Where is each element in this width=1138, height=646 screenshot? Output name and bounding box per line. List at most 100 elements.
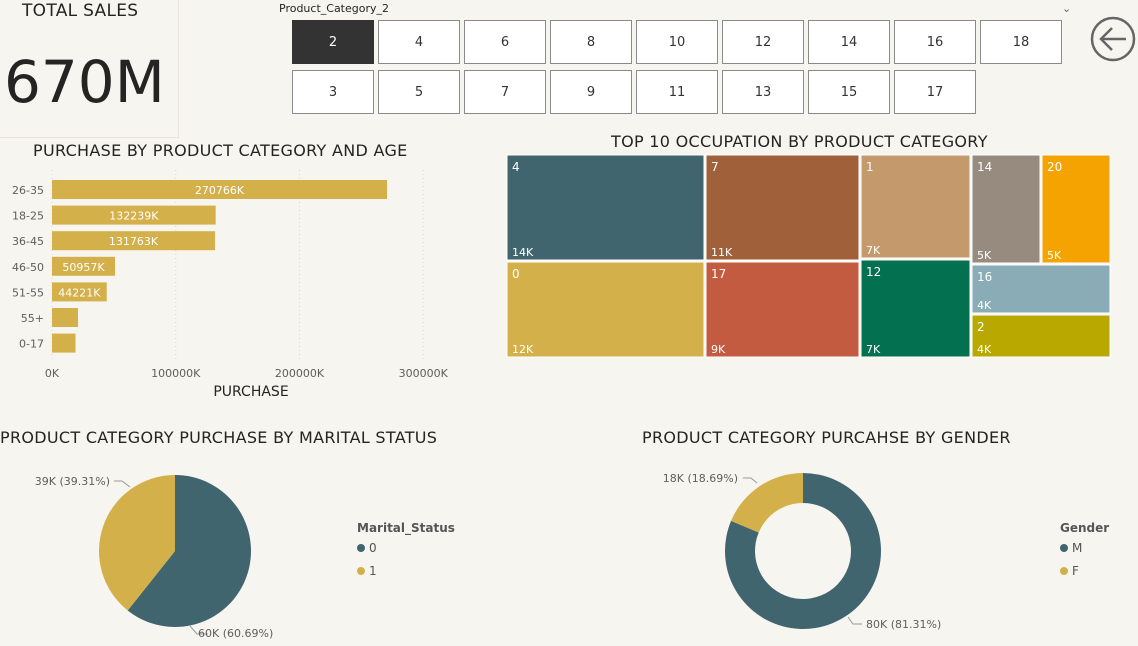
treemap-category-label: 2 bbox=[977, 320, 985, 334]
slicer-tile-14[interactable]: 14 bbox=[808, 20, 890, 64]
slice-data-label: 60K (60.69%) bbox=[198, 627, 273, 640]
marital-legend-title: Marital_Status bbox=[357, 521, 455, 535]
slicer-tile-5[interactable]: 5 bbox=[378, 70, 460, 114]
back-arrow-icon[interactable] bbox=[1090, 16, 1136, 62]
slicer-tile-2[interactable]: 2 bbox=[292, 20, 374, 64]
treemap-tile-14[interactable] bbox=[971, 154, 1041, 264]
treemap-tile-12[interactable] bbox=[860, 259, 971, 358]
treemap-category-label: 14 bbox=[977, 160, 992, 174]
legend-label: F bbox=[1072, 564, 1079, 578]
slicer-tile-8[interactable]: 8 bbox=[550, 20, 632, 64]
y-tick-label: 26-35 bbox=[12, 184, 44, 197]
x-tick-label: 100000K bbox=[151, 367, 201, 380]
slice-data-label: 80K (81.31%) bbox=[866, 618, 941, 631]
x-tick-label: 200000K bbox=[275, 367, 325, 380]
slicer-tile-16[interactable]: 16 bbox=[894, 20, 976, 64]
treemap-tile-16[interactable] bbox=[971, 264, 1111, 314]
slicer-tile-15[interactable]: 15 bbox=[808, 70, 890, 114]
legend-label: 1 bbox=[369, 564, 377, 578]
gender-legend-item-m[interactable]: M bbox=[1060, 541, 1082, 555]
y-tick-label: 18-25 bbox=[12, 210, 44, 223]
bar-data-label: 44221K bbox=[58, 286, 101, 299]
leader-line bbox=[114, 480, 131, 488]
slicer-tile-17[interactable]: 17 bbox=[894, 70, 976, 114]
bar-55+[interactable] bbox=[52, 308, 78, 327]
bar-data-label: 270766K bbox=[195, 184, 245, 197]
marital-pie-chart: 60K (60.69%) 39K (39.31%) bbox=[35, 475, 273, 640]
treemap-tile-2[interactable] bbox=[971, 314, 1111, 358]
treemap-tile-7[interactable] bbox=[705, 154, 860, 261]
treemap-category-label: 16 bbox=[977, 270, 992, 284]
total-sales-label: TOTAL SALES bbox=[22, 1, 139, 21]
treemap-category-label: 4 bbox=[512, 160, 520, 174]
gender-legend-title: Gender bbox=[1060, 521, 1110, 535]
bar-51-55[interactable] bbox=[52, 282, 107, 302]
slicer-tile-10[interactable]: 10 bbox=[636, 20, 718, 64]
bar-46-50[interactable] bbox=[52, 256, 116, 276]
bar-18-25[interactable] bbox=[52, 205, 216, 225]
treemap-category-label: 12 bbox=[866, 265, 881, 279]
treemap-tile-1[interactable] bbox=[860, 154, 971, 259]
treemap-tile-17[interactable] bbox=[705, 261, 860, 358]
x-tick-label: 0K bbox=[45, 367, 60, 380]
bar-data-label: 131763K bbox=[109, 235, 159, 248]
marital-chart-title: PRODUCT CATEGORY PURCHASE BY MARITAL STA… bbox=[0, 428, 438, 447]
chevron-down-icon[interactable]: ⌄ bbox=[1062, 2, 1072, 15]
slicer-title: Product_Category_2 bbox=[279, 2, 390, 15]
x-tick-label: 300000K bbox=[399, 367, 449, 380]
legend-dot-icon bbox=[357, 544, 365, 552]
treemap-value-label: 7K bbox=[866, 244, 881, 257]
treemap-value-label: 12K bbox=[512, 343, 534, 356]
occupation-treemap-title: TOP 10 OCCUPATION BY PRODUCT CATEGORY bbox=[611, 132, 988, 151]
legend-label: 0 bbox=[369, 541, 377, 555]
treemap-value-label: 5K bbox=[977, 249, 992, 262]
slice-1[interactable] bbox=[98, 475, 175, 611]
treemap-tile-4[interactable] bbox=[506, 154, 705, 261]
y-tick-label: 51-55 bbox=[12, 286, 44, 299]
y-tick-label: 46-50 bbox=[12, 261, 44, 274]
treemap-category-label: 7 bbox=[711, 160, 719, 174]
slicer-tile-18[interactable]: 18 bbox=[980, 20, 1062, 64]
marital-legend-item-1[interactable]: 1 bbox=[357, 564, 377, 578]
slicer-tile-7[interactable]: 7 bbox=[464, 70, 546, 114]
leader-line bbox=[847, 616, 862, 625]
treemap-value-label: 4K bbox=[977, 299, 992, 312]
treemap-category-label: 0 bbox=[512, 267, 520, 281]
slice-0[interactable] bbox=[127, 475, 251, 627]
slice-data-label: 18K (18.69%) bbox=[663, 472, 738, 485]
treemap-category-label: 1 bbox=[866, 160, 874, 174]
x-axis-title: PURCHASE bbox=[213, 384, 288, 400]
slice-F[interactable] bbox=[731, 473, 803, 533]
legend-dot-icon bbox=[1060, 544, 1068, 552]
slicer-tile-3[interactable]: 3 bbox=[292, 70, 374, 114]
slice-M[interactable] bbox=[725, 473, 881, 629]
treemap-tile-0[interactable] bbox=[506, 261, 705, 358]
slicer-tile-6[interactable]: 6 bbox=[464, 20, 546, 64]
treemap-value-label: 5K bbox=[1047, 249, 1062, 262]
legend-dot-icon bbox=[357, 567, 365, 575]
treemap-category-label: 17 bbox=[711, 267, 726, 281]
total-sales-card bbox=[0, 0, 179, 138]
treemap-value-label: 9K bbox=[711, 343, 726, 356]
bar-data-label: 132239K bbox=[109, 210, 159, 223]
leader-line bbox=[743, 477, 758, 484]
age-chart-title: PURCHASE BY PRODUCT CATEGORY AND AGE bbox=[33, 141, 408, 160]
slicer-tile-4[interactable]: 4 bbox=[378, 20, 460, 64]
gender-chart-title: PRODUCT CATEGORY PURCAHSE BY GENDER bbox=[642, 428, 1011, 447]
marital-legend-item-0[interactable]: 0 bbox=[357, 541, 377, 555]
age-bar-chart: 0K 100000K 200000K 300000K PURCHASE 26-35 2707… bbox=[12, 170, 449, 400]
total-sales-value: 670M bbox=[4, 48, 165, 116]
y-tick-label: 0-17 bbox=[19, 338, 44, 351]
bar-data-label: 50957K bbox=[62, 261, 105, 274]
bar-0-17[interactable] bbox=[52, 333, 76, 353]
bar-36-45[interactable] bbox=[52, 231, 216, 251]
slicer-tile-13[interactable]: 13 bbox=[722, 70, 804, 114]
bar-26-35[interactable] bbox=[52, 180, 388, 199]
slicer-tile-12[interactable]: 12 bbox=[722, 20, 804, 64]
slicer-tile-9[interactable]: 9 bbox=[550, 70, 632, 114]
slicer-tile-11[interactable]: 11 bbox=[636, 70, 718, 114]
y-tick-label: 55+ bbox=[21, 312, 44, 325]
gender-legend-item-f[interactable]: F bbox=[1060, 564, 1079, 578]
slice-data-label: 39K (39.31%) bbox=[35, 475, 110, 488]
treemap-tile-20[interactable] bbox=[1041, 154, 1111, 264]
